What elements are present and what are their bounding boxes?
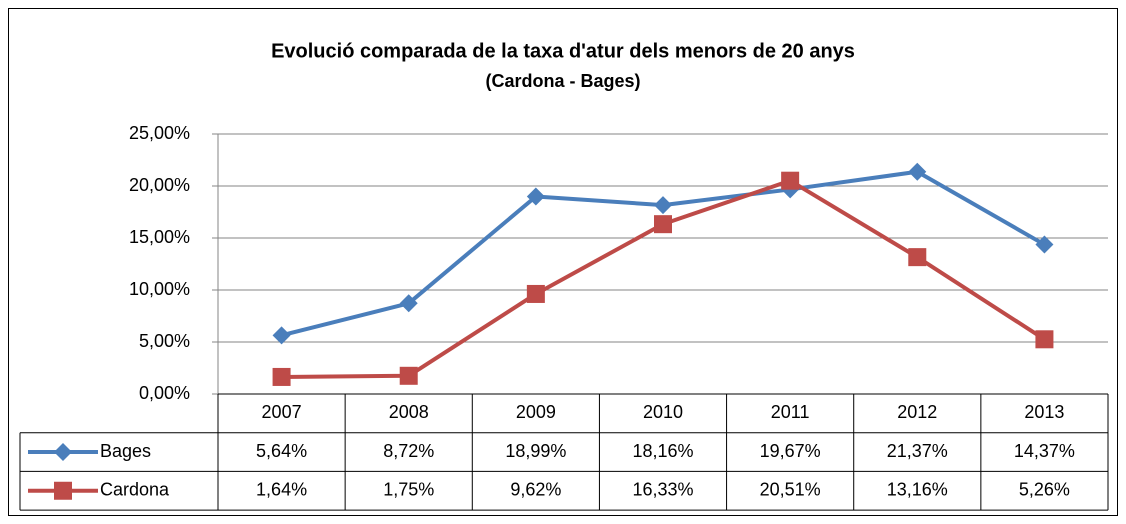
x-tick-label: 2009 — [516, 402, 556, 422]
y-tick-label: 10,00% — [129, 279, 190, 299]
x-tick-label: 2013 — [1024, 402, 1064, 422]
table-cell: 1,75% — [383, 480, 434, 500]
marker — [654, 196, 672, 215]
legend-key-marker — [54, 481, 72, 500]
table-cell: 16,33% — [632, 480, 693, 500]
marker — [1035, 330, 1054, 349]
table-cell: 1,64% — [256, 480, 307, 500]
marker — [272, 367, 291, 386]
y-tick-label: 0,00% — [139, 383, 190, 403]
y-tick-label: 5,00% — [139, 331, 190, 351]
y-tick-label: 20,00% — [129, 175, 190, 195]
table-cell: 13,16% — [887, 480, 948, 500]
table-cell: 20,51% — [760, 480, 821, 500]
y-tick-label: 25,00% — [129, 123, 190, 143]
table-cell: 18,16% — [632, 441, 693, 461]
table-cell: 5,64% — [256, 441, 307, 461]
legend-label: Bages — [100, 441, 151, 461]
marker — [526, 284, 545, 303]
x-tick-label: 2010 — [643, 402, 683, 422]
marker — [526, 187, 545, 206]
legend-key-marker — [54, 443, 72, 462]
marker — [781, 171, 800, 190]
table-cell: 8,72% — [383, 441, 434, 461]
x-tick-label: 2007 — [262, 402, 302, 422]
table-cell: 19,67% — [760, 441, 821, 461]
legend-label: Cardona — [100, 480, 170, 500]
marker — [272, 326, 291, 345]
marker — [399, 366, 418, 385]
chart-border — [8, 8, 1118, 516]
table-cell: 5,26% — [1019, 480, 1070, 500]
table-cell: 14,37% — [1014, 441, 1075, 461]
chart-title: Evolució comparada de la taxa d'atur del… — [271, 40, 855, 62]
marker — [908, 162, 927, 181]
chart-subtitle: (Cardona - Bages) — [485, 71, 640, 91]
marker — [908, 248, 927, 267]
x-tick-label: 2012 — [897, 402, 937, 422]
table-cell: 9,62% — [510, 480, 561, 500]
x-tick-label: 2008 — [389, 402, 429, 422]
table-cell: 18,99% — [505, 441, 566, 461]
marker — [1035, 235, 1054, 254]
y-tick-label: 15,00% — [129, 227, 190, 247]
marker — [654, 215, 672, 234]
table-cell: 21,37% — [887, 441, 948, 461]
x-tick-label: 2011 — [771, 402, 810, 422]
marker — [399, 294, 418, 313]
